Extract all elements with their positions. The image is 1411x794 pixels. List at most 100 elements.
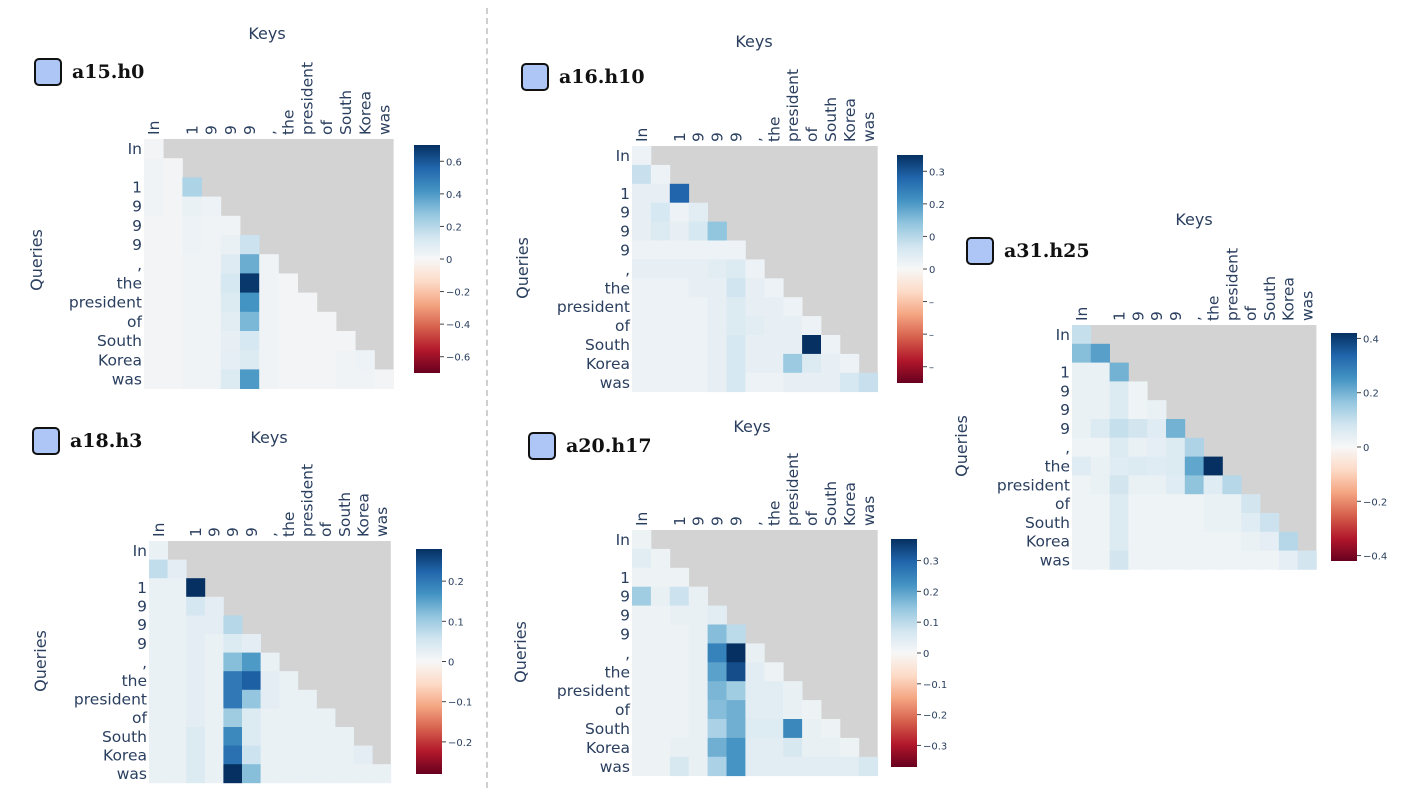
heatmap-cell <box>764 316 784 336</box>
key-tick-label: 9 <box>1129 311 1147 321</box>
heatmap-cell <box>335 727 354 746</box>
heatmap-cell <box>149 596 168 616</box>
heatmap-cell <box>278 292 298 313</box>
colorbar-tick-label: 0.4 <box>446 190 462 201</box>
query-tick-label: was <box>600 374 630 392</box>
heatmap-cell <box>182 273 202 293</box>
heatmap-cell <box>632 316 652 336</box>
heatmap-cell <box>372 764 392 784</box>
colorbar-tick-label: −0.4 <box>446 320 470 331</box>
heatmap-cell <box>259 311 279 332</box>
key-tick-label: In <box>633 128 651 142</box>
heatmap-cell <box>1260 513 1280 533</box>
heatmap-cell <box>1128 419 1148 439</box>
heatmap-cell <box>726 335 746 355</box>
queries-axis-title: Queries <box>513 237 532 299</box>
heatmap-cell <box>220 235 241 255</box>
heatmap-cell <box>335 745 354 765</box>
heatmap-cell <box>650 259 671 279</box>
heatmap-cell <box>821 353 841 374</box>
heatmap-cell <box>632 372 652 393</box>
query-tick-label: , <box>625 260 630 278</box>
heatmap-cell <box>632 567 652 588</box>
heatmap-cell <box>1147 513 1167 533</box>
key-tick-label: of <box>1242 306 1260 321</box>
heatmap-cell <box>242 634 261 653</box>
heatmap-cell <box>163 235 183 255</box>
heatmap-cell <box>1072 456 1092 476</box>
key-tick-label: 9 <box>206 527 224 537</box>
colorbar-tick-label: 0.1 <box>448 617 464 628</box>
heatmap-cell <box>745 662 765 682</box>
heatmap-cell <box>1072 437 1092 457</box>
query-tick-label: the <box>605 663 630 681</box>
colorbar <box>897 155 923 383</box>
key-tick-label: the <box>280 512 298 537</box>
heatmap-cell <box>1109 419 1129 439</box>
key-tick-label: 9 <box>709 132 727 142</box>
heatmap-cell <box>167 671 187 691</box>
heatmap-cell <box>223 671 243 691</box>
heatmap-cell <box>163 177 183 197</box>
heatmap-cell <box>650 681 671 701</box>
key-tick-label: of <box>803 511 821 526</box>
query-tick-label: was <box>112 371 142 389</box>
key-tick-label: 9 <box>203 125 221 135</box>
heatmap-cell <box>167 615 187 635</box>
query-tick-label: president <box>74 691 147 709</box>
heatmap-cell <box>297 350 318 370</box>
heatmap-cell <box>821 756 841 777</box>
heatmap-cell <box>707 353 727 374</box>
colorbar-tick-label: 0.2 <box>929 200 945 211</box>
query-tick-label: of <box>615 317 630 335</box>
heatmap-cell <box>259 273 279 293</box>
heatmap-cell <box>1241 513 1261 533</box>
key-tick-label: In <box>150 523 168 537</box>
heatmap-cell <box>783 353 803 374</box>
query-tick-label: 9 <box>137 616 147 634</box>
heatmap-cell <box>182 311 202 332</box>
heatmap-cell <box>1147 531 1167 551</box>
heatmap-cell <box>144 139 164 159</box>
heatmap-cell <box>163 254 183 274</box>
key-tick-label: South <box>822 97 840 142</box>
heatmap-cell <box>1090 456 1110 476</box>
heatmap-cell <box>688 662 708 682</box>
heatmap-cell <box>783 372 803 393</box>
query-tick-label: 1 <box>620 569 630 587</box>
heatmap-cell <box>204 689 224 709</box>
heatmap-cell <box>297 331 318 351</box>
key-tick-label: 9 <box>222 125 240 135</box>
key-tick-label: was <box>860 496 878 526</box>
heatmap-cell <box>802 700 822 720</box>
heatmap-cell <box>1184 531 1204 551</box>
key-tick-label: 1 <box>671 516 689 526</box>
heatmap-cell <box>204 615 224 635</box>
heatmap-cell <box>242 764 261 784</box>
heatmap-cell <box>242 652 261 672</box>
query-tick-label: 1 <box>132 179 142 197</box>
key-tick-label: was <box>860 112 878 142</box>
heatmap-cell <box>259 350 279 370</box>
heatmap-cell <box>802 316 822 336</box>
heatmap-cell <box>764 681 784 701</box>
heatmap-cell <box>149 745 168 765</box>
heatmap-cell <box>669 221 690 241</box>
heatmap-cell <box>669 297 690 317</box>
heatmap-cell <box>707 259 727 279</box>
heatmap-cell <box>1241 550 1261 570</box>
heatmap-cell <box>201 369 222 389</box>
heatmap-cell <box>316 311 337 332</box>
query-tick-label: In <box>128 140 142 158</box>
heatmap-cell <box>764 372 784 393</box>
heatmap-cell <box>240 235 260 255</box>
query-tick-label: of <box>127 313 142 331</box>
heatmap-cell <box>650 548 671 569</box>
heatmap-cell <box>650 335 671 355</box>
heatmap-cell <box>688 297 708 317</box>
heatmap-cell <box>204 708 224 728</box>
heatmap-cell <box>260 652 280 672</box>
heatmap-cell <box>186 615 206 635</box>
heatmap-cell <box>1090 362 1110 382</box>
